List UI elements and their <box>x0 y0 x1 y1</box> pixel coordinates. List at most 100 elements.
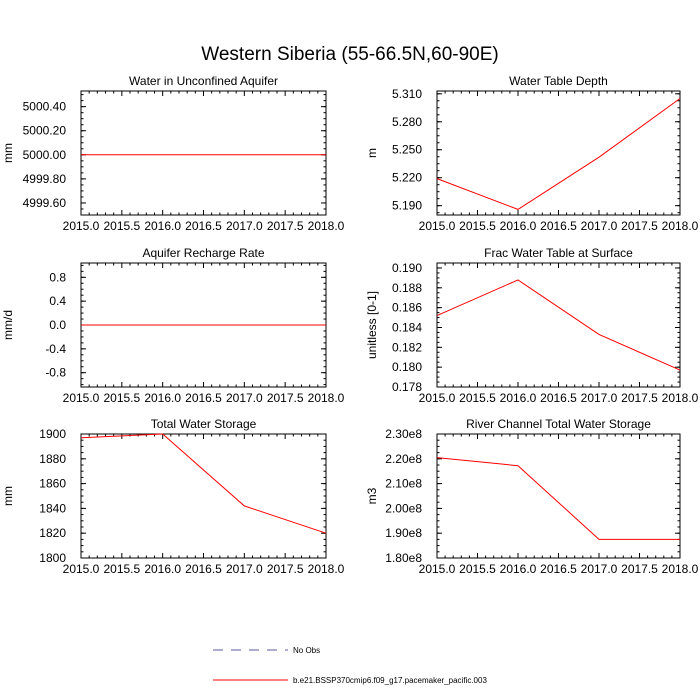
y-tick-label: 5000.20 <box>23 124 67 138</box>
y-tick-label: 0.0 <box>49 318 66 332</box>
x-tick-label: 2017.5 <box>621 562 658 576</box>
x-tick-label: 2018.0 <box>308 219 345 233</box>
panel-title: Water Table Depth <box>509 74 608 88</box>
y-tick-label: 5000.00 <box>23 148 67 162</box>
y-axis-label: unitless [0-1] <box>365 291 379 359</box>
x-tick-label: 2017.0 <box>226 391 263 405</box>
plot-frame <box>80 433 327 559</box>
y-tick-label: 0.186 <box>392 301 422 315</box>
legend: No Obs b.e21.BSSP370cmip6.f09_g17.pacema… <box>213 646 487 685</box>
y-tick-label: 5.250 <box>392 143 422 157</box>
x-tick-label: 2018.0 <box>662 391 699 405</box>
y-tick-label: 0.188 <box>392 281 422 295</box>
x-tick-label: 2015.5 <box>459 219 496 233</box>
x-tick-label: 2016.5 <box>540 219 577 233</box>
x-tick-label: 2016.0 <box>144 562 181 576</box>
y-tick-label: 0.8 <box>49 270 66 284</box>
panel-title: Frac Water Table at Surface <box>484 246 633 260</box>
y-tick-label: 1900 <box>39 427 66 441</box>
y-tick-label: -0.4 <box>45 342 66 356</box>
legend-label-model: b.e21.BSSP370cmip6.f09_g17.pacemaker_pac… <box>293 676 487 685</box>
x-tick-label: 2017.0 <box>581 391 618 405</box>
plot-frame <box>436 90 681 216</box>
x-tick-label: 2015.0 <box>63 391 100 405</box>
x-tick-label: 2017.5 <box>267 391 304 405</box>
y-tick-label: 1840 <box>39 501 66 515</box>
series-line <box>436 457 680 540</box>
y-tick-label: 5.280 <box>392 115 422 129</box>
chart-panel-4: Frac Water Table at Surface 2015.0 2015.5 2… <box>365 246 699 405</box>
y-tick-label: 2.20e8 <box>385 452 422 466</box>
y-axis-label: mm/d <box>1 310 15 340</box>
x-tick-label: 2018.0 <box>308 391 345 405</box>
x-tick-label: 2017.5 <box>267 562 304 576</box>
x-tick-label: 2017.5 <box>621 219 658 233</box>
x-tick-label: 2017.0 <box>226 219 263 233</box>
y-tick-label: 4999.80 <box>23 172 67 186</box>
y-tick-label: 1820 <box>39 526 66 540</box>
series-line <box>436 279 681 371</box>
panel-title: Total Water Storage <box>151 417 257 431</box>
plot-frame <box>436 262 681 388</box>
panel-title: Aquifer Recharge Rate <box>142 246 264 260</box>
y-tick-label: 0.182 <box>392 340 422 354</box>
y-tick-label: 0.184 <box>392 320 422 334</box>
x-tick-label: 2015.0 <box>63 562 100 576</box>
y-tick-label: 2.00e8 <box>385 501 422 515</box>
x-tick-label: 2017.0 <box>581 219 618 233</box>
chart-panel-2: Water Table Depth 2015.0 2015.5 2016.0 2016.… <box>365 74 699 233</box>
x-tick-label: 2015.5 <box>103 391 140 405</box>
x-tick-label: 2015.0 <box>63 219 100 233</box>
y-axis-label: m3 <box>365 487 379 504</box>
y-axis-label: m <box>365 148 379 158</box>
y-tick-label: 0.4 <box>49 294 66 308</box>
x-tick-label: 2015.5 <box>103 219 140 233</box>
figure-title: Western Siberia (55-66.5N,60-90E) <box>201 44 498 65</box>
x-tick-label: 2018.0 <box>662 562 699 576</box>
x-tick-label: 2017.5 <box>267 219 304 233</box>
y-tick-label: 4999.60 <box>23 196 67 210</box>
x-tick-label: 2016.0 <box>144 391 181 405</box>
y-tick-label: 1860 <box>39 477 66 491</box>
chart-panel-3: Aquifer Recharge Rate 2015.0 2015.5 2016.0 2… <box>1 246 345 405</box>
x-tick-label: 2018.0 <box>662 219 699 233</box>
y-axis-label: mm <box>1 486 15 506</box>
y-tick-label: 1.80e8 <box>385 551 422 565</box>
y-tick-label: 0.180 <box>392 360 422 374</box>
plot-frame <box>80 90 327 216</box>
y-tick-label: 1.90e8 <box>385 526 422 540</box>
y-tick-label: 1800 <box>39 551 66 565</box>
chart-panel-1: Water in Unconfined Aquifer 2015.0 2015.5 2… <box>1 74 345 233</box>
x-tick-label: 2016.5 <box>185 562 222 576</box>
panel-title: Water in Unconfined Aquifer <box>129 74 278 88</box>
y-tick-label: -0.8 <box>45 366 66 380</box>
y-tick-label: 2.10e8 <box>385 477 422 491</box>
y-tick-label: 5.220 <box>392 171 422 185</box>
y-tick-label: 5.190 <box>392 199 422 213</box>
legend-label-no-obs: No Obs <box>293 646 320 655</box>
x-tick-label: 2016.0 <box>500 391 537 405</box>
series-line <box>80 433 327 534</box>
x-tick-label: 2017.5 <box>621 391 658 405</box>
x-tick-label: 2015.0 <box>419 391 456 405</box>
x-tick-label: 2016.0 <box>500 219 537 233</box>
y-tick-label: 0.178 <box>392 380 422 394</box>
x-tick-label: 2015.5 <box>459 391 496 405</box>
x-tick-label: 2015.5 <box>459 562 496 576</box>
x-tick-label: 2017.0 <box>581 562 618 576</box>
y-tick-label: 1880 <box>39 452 66 466</box>
x-tick-label: 2015.5 <box>103 562 140 576</box>
y-tick-label: 5.310 <box>392 87 422 101</box>
x-tick-label: 2016.5 <box>185 391 222 405</box>
y-axis-label: mm <box>1 143 15 163</box>
panel-title: River Channel Total Water Storage <box>466 417 651 431</box>
x-tick-label: 2016.5 <box>540 391 577 405</box>
x-tick-label: 2017.0 <box>226 562 263 576</box>
y-tick-label: 2.30e8 <box>385 427 422 441</box>
x-tick-label: 2018.0 <box>308 562 345 576</box>
y-tick-label: 5000.40 <box>23 100 67 114</box>
x-tick-label: 2016.0 <box>500 562 537 576</box>
